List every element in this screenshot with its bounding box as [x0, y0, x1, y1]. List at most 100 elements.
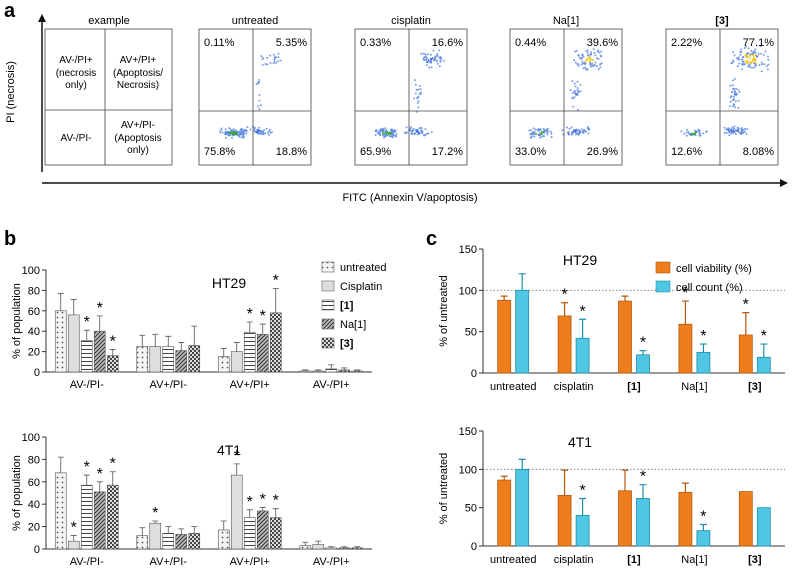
flow-plot-title: cisplatin	[391, 15, 431, 27]
example-tr-line2: (Apoptosis/	[113, 68, 163, 79]
bar-cell-viability-3	[739, 492, 752, 546]
bar-na-1-av-pi	[257, 334, 268, 372]
error-bar	[110, 472, 116, 485]
significance-star: *	[84, 314, 90, 331]
bar-cell-viability-3	[739, 335, 752, 373]
flow-q-bl: 12.6%	[671, 146, 702, 158]
significance-star: *	[273, 493, 279, 510]
error-bar	[165, 336, 171, 346]
bar-untreated-av-pi	[137, 536, 148, 549]
y-tick-label: 150	[459, 244, 477, 256]
bar-untreated-av-pi	[137, 347, 148, 373]
x-tick-label: [3]	[748, 381, 762, 393]
bar-1-av-pi	[163, 347, 174, 373]
error-bar	[561, 303, 568, 316]
bar-1-av-pi	[244, 518, 255, 549]
flow-q-br: 8.08%	[743, 146, 774, 158]
bar-untreated-av-pi	[300, 371, 311, 372]
example-br-line2: (Apoptosis	[114, 133, 161, 144]
error-bar	[165, 527, 171, 534]
significance-star: *	[110, 334, 116, 351]
significance-star: *	[260, 492, 266, 509]
y-tick-label: 0	[471, 368, 477, 380]
y-axis-label: % of untreated	[438, 275, 450, 347]
chart-title: 4T1	[568, 434, 592, 450]
example-tr-line3: Necrosis)	[117, 80, 159, 91]
bar-cell-count-untreated	[516, 290, 529, 373]
bar-cell-viability-cisplatin	[558, 495, 571, 546]
error-bar	[273, 288, 279, 312]
error-bar	[84, 330, 90, 340]
legend-c-label-count: cell count (%)	[676, 282, 743, 294]
chart-b-4t1: % of population4T1020406080100AV-/PI- AV+…	[11, 432, 372, 568]
x-tick-label: cisplatin	[554, 381, 594, 393]
flow-q-tr: 77.1%	[743, 37, 774, 49]
flow-q-bl: 33.0%	[515, 146, 546, 158]
bar-cell-count-untreated	[516, 469, 529, 546]
significance-star: *	[71, 520, 77, 537]
error-bar	[742, 313, 749, 335]
flow-plot-frame	[199, 29, 311, 165]
flow-plot-na-1: Na[1]0.44% 39.6%33.0% 26.9%	[510, 15, 622, 165]
flow-plot-untreated: untreated 0.11% 5.35% 75.8% 18.8%	[199, 15, 311, 165]
legend-b-swatch-na1	[322, 319, 334, 329]
example-br-line1: AV+/PI-	[121, 120, 155, 131]
error-bar	[579, 498, 586, 515]
y-tick-label: 0	[34, 544, 40, 556]
y-axis-label: % of untreated	[438, 453, 450, 525]
error-bar	[152, 334, 158, 346]
bar-3-av-pi	[352, 371, 363, 372]
panel-a-x-label: FITC (Annexin V/apoptosis)	[342, 192, 477, 204]
bar-na-1-av-pi	[176, 534, 187, 549]
x-tick-label: AV-/PI-	[70, 556, 104, 568]
y-tick-label: 50	[465, 503, 477, 515]
error-bar	[247, 510, 253, 518]
flow-q-tr: 5.35%	[276, 37, 307, 49]
bar-3-av-pi	[352, 548, 363, 549]
legend-b: untreated Cisplatin [1] Na[1] [3]	[322, 262, 386, 350]
flow-plot-title: untreated	[232, 15, 278, 27]
example-title: example	[88, 15, 130, 27]
x-tick-label: [3]	[748, 554, 762, 566]
legend-c: cell viability (%) cell count (%)	[656, 262, 752, 294]
y-tick-label: 60	[28, 306, 40, 318]
error-bar	[273, 509, 279, 518]
bar-cell-count-cisplatin	[576, 515, 589, 546]
bar-na-1-av-pi	[176, 351, 187, 372]
y-tick-label: 0	[34, 367, 40, 379]
x-arrowhead-icon	[780, 179, 788, 187]
chart-title: HT29	[563, 252, 597, 268]
legend-b-label-na1: Na[1]	[340, 319, 366, 331]
example-br-line3: only)	[127, 145, 149, 156]
legend-b-label-3: [3]	[340, 338, 354, 350]
legend-b-swatch-3	[322, 338, 334, 348]
example-tl-line2: (necrosis	[56, 68, 97, 79]
x-tick-label: AV+/PI+	[230, 556, 270, 568]
bar-cell-count-na-1	[697, 531, 710, 546]
bar-cell-viability-untreated	[498, 300, 511, 373]
flow-plot-frame	[355, 29, 467, 165]
significance-star: *	[579, 303, 585, 320]
x-tick-label: AV+/PI+	[230, 379, 270, 391]
y-axis-label: % of population	[11, 283, 23, 359]
significance-star: *	[84, 459, 90, 476]
bar-cisplatin-av-pi	[313, 371, 324, 372]
y-tick-label: 80	[28, 454, 40, 466]
error-bar	[58, 293, 64, 310]
bar-3-av-pi	[107, 356, 118, 372]
flow-q-tl: 0.44%	[515, 37, 546, 49]
flow-plot-frame	[666, 29, 778, 165]
legend-c-swatch-count	[656, 281, 670, 292]
flow-q-tr: 16.6%	[432, 37, 463, 49]
bar-1-av-pi	[163, 533, 174, 549]
bar-cell-count-3	[757, 508, 770, 546]
panel-label-a: a	[4, 0, 16, 22]
flow-q-tr: 39.6%	[587, 37, 618, 49]
example-plot: example AV-/PI+ (necrosis only) AV+/PI+ …	[45, 15, 172, 165]
flow-q-br: 18.8%	[276, 146, 307, 158]
error-bar	[234, 464, 240, 475]
error-bar	[234, 342, 240, 351]
error-bar	[579, 319, 586, 338]
significance-star: *	[640, 469, 646, 486]
